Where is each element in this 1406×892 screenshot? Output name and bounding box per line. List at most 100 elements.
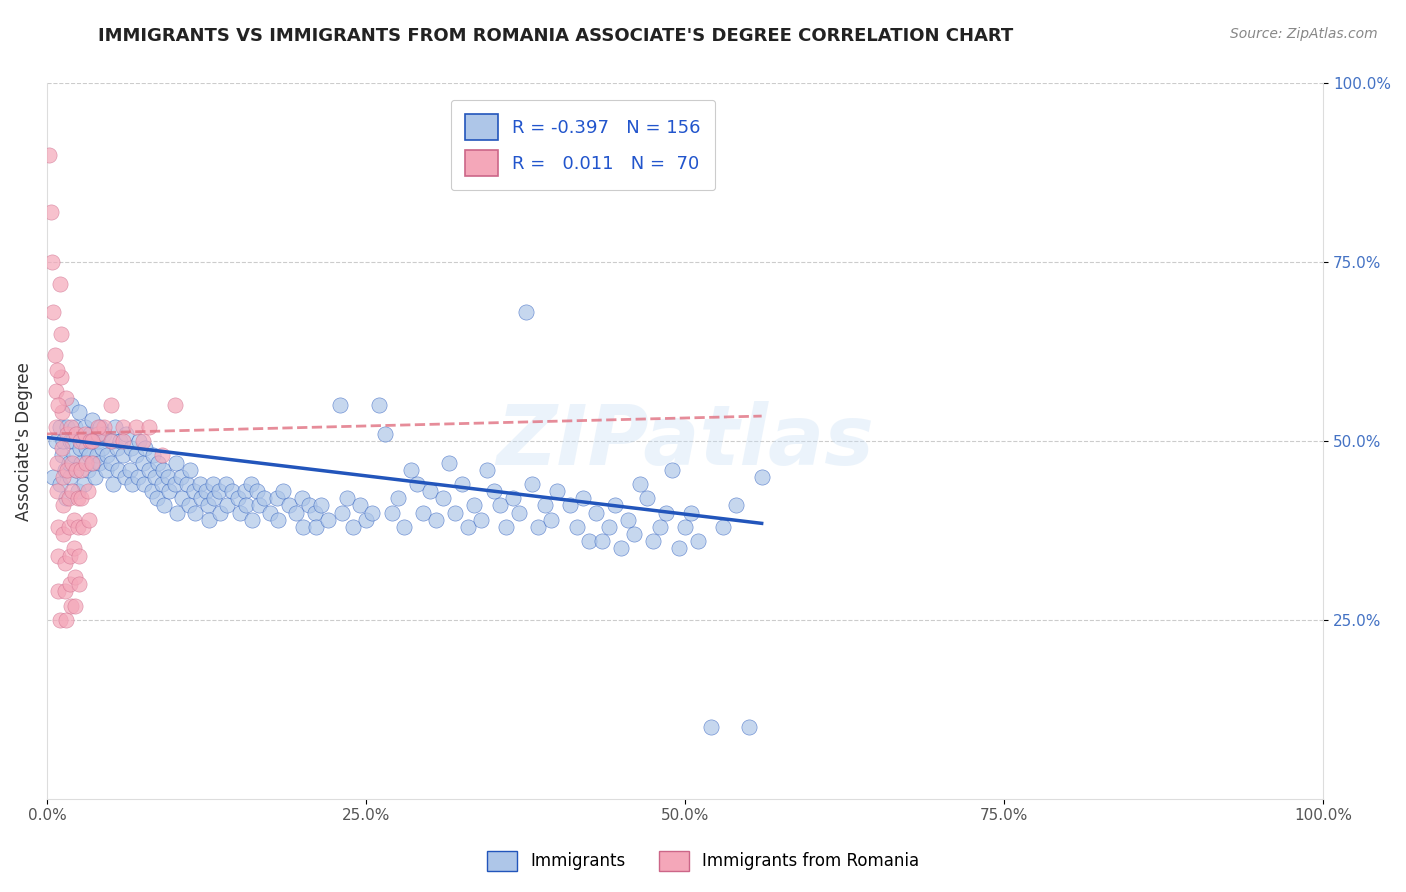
Point: [157, 484, 180, 499]
Point: [394, 520, 416, 534]
Point: [56, 426, 79, 441]
Point: [228, 491, 250, 506]
Point: [131, 456, 153, 470]
Point: [179, 463, 201, 477]
Point: [329, 398, 352, 412]
Point: [80, 456, 103, 470]
Text: ZIPatlas: ZIPatlas: [496, 401, 875, 482]
Point: [271, 484, 294, 499]
Point: [367, 398, 389, 412]
Point: [75, 419, 97, 434]
Point: [115, 426, 138, 441]
Point: [470, 513, 492, 527]
Point: [66, 491, 89, 506]
Point: [198, 513, 221, 527]
Point: [100, 434, 122, 449]
Point: [75, 426, 97, 441]
Point: [623, 527, 645, 541]
Point: [62, 449, 84, 463]
Point: [59, 434, 82, 449]
Point: [176, 477, 198, 491]
Legend: Immigrants, Immigrants from Romania: Immigrants, Immigrants from Romania: [478, 842, 928, 880]
Point: [48, 549, 70, 563]
Point: [65, 426, 87, 441]
Point: [114, 470, 136, 484]
Point: [165, 456, 187, 470]
Point: [48, 398, 70, 412]
Point: [112, 434, 135, 449]
Point: [53, 463, 76, 477]
Point: [93, 419, 115, 434]
Point: [72, 434, 94, 449]
Point: [80, 434, 103, 449]
Point: [598, 520, 620, 534]
Point: [59, 577, 82, 591]
Point: [406, 477, 429, 491]
Point: [53, 584, 76, 599]
Point: [560, 499, 582, 513]
Point: [412, 506, 434, 520]
Point: [457, 520, 479, 534]
Point: [58, 520, 80, 534]
Point: [38, 148, 60, 162]
Point: [52, 470, 75, 484]
Point: [39, 205, 62, 219]
Point: [291, 491, 314, 506]
Point: [105, 442, 128, 456]
Point: [42, 305, 65, 319]
Point: [150, 477, 173, 491]
Point: [45, 419, 67, 434]
Point: [60, 599, 83, 613]
Point: [52, 527, 75, 541]
Point: [489, 499, 512, 513]
Point: [125, 449, 148, 463]
Point: [59, 549, 82, 563]
Point: [195, 484, 218, 499]
Point: [751, 470, 773, 484]
Point: [330, 506, 353, 520]
Point: [354, 513, 377, 527]
Point: [565, 520, 588, 534]
Point: [89, 419, 111, 434]
Point: [55, 391, 77, 405]
Point: [259, 506, 281, 520]
Point: [90, 442, 112, 456]
Point: [305, 520, 328, 534]
Point: [103, 419, 125, 434]
Point: [284, 506, 307, 520]
Point: [141, 484, 163, 499]
Point: [58, 491, 80, 506]
Point: [84, 470, 107, 484]
Point: [172, 491, 194, 506]
Point: [603, 499, 626, 513]
Point: [166, 506, 188, 520]
Point: [127, 470, 149, 484]
Point: [87, 426, 110, 441]
Point: [112, 419, 135, 434]
Point: [214, 477, 236, 491]
Point: [520, 477, 543, 491]
Point: [48, 584, 70, 599]
Point: [76, 463, 98, 477]
Point: [48, 477, 70, 491]
Point: [278, 499, 301, 513]
Point: [150, 449, 173, 463]
Point: [153, 499, 176, 513]
Point: [70, 463, 93, 477]
Point: [134, 442, 156, 456]
Point: [63, 570, 86, 584]
Point: [75, 442, 97, 456]
Point: [202, 491, 225, 506]
Point: [48, 277, 70, 291]
Point: [546, 484, 568, 499]
Point: [361, 506, 384, 520]
Point: [70, 456, 93, 470]
Point: [247, 499, 270, 513]
Point: [51, 405, 73, 419]
Point: [636, 491, 658, 506]
Point: [128, 434, 150, 449]
Point: [240, 477, 263, 491]
Point: [444, 506, 467, 520]
Point: [157, 470, 180, 484]
Point: [118, 463, 141, 477]
